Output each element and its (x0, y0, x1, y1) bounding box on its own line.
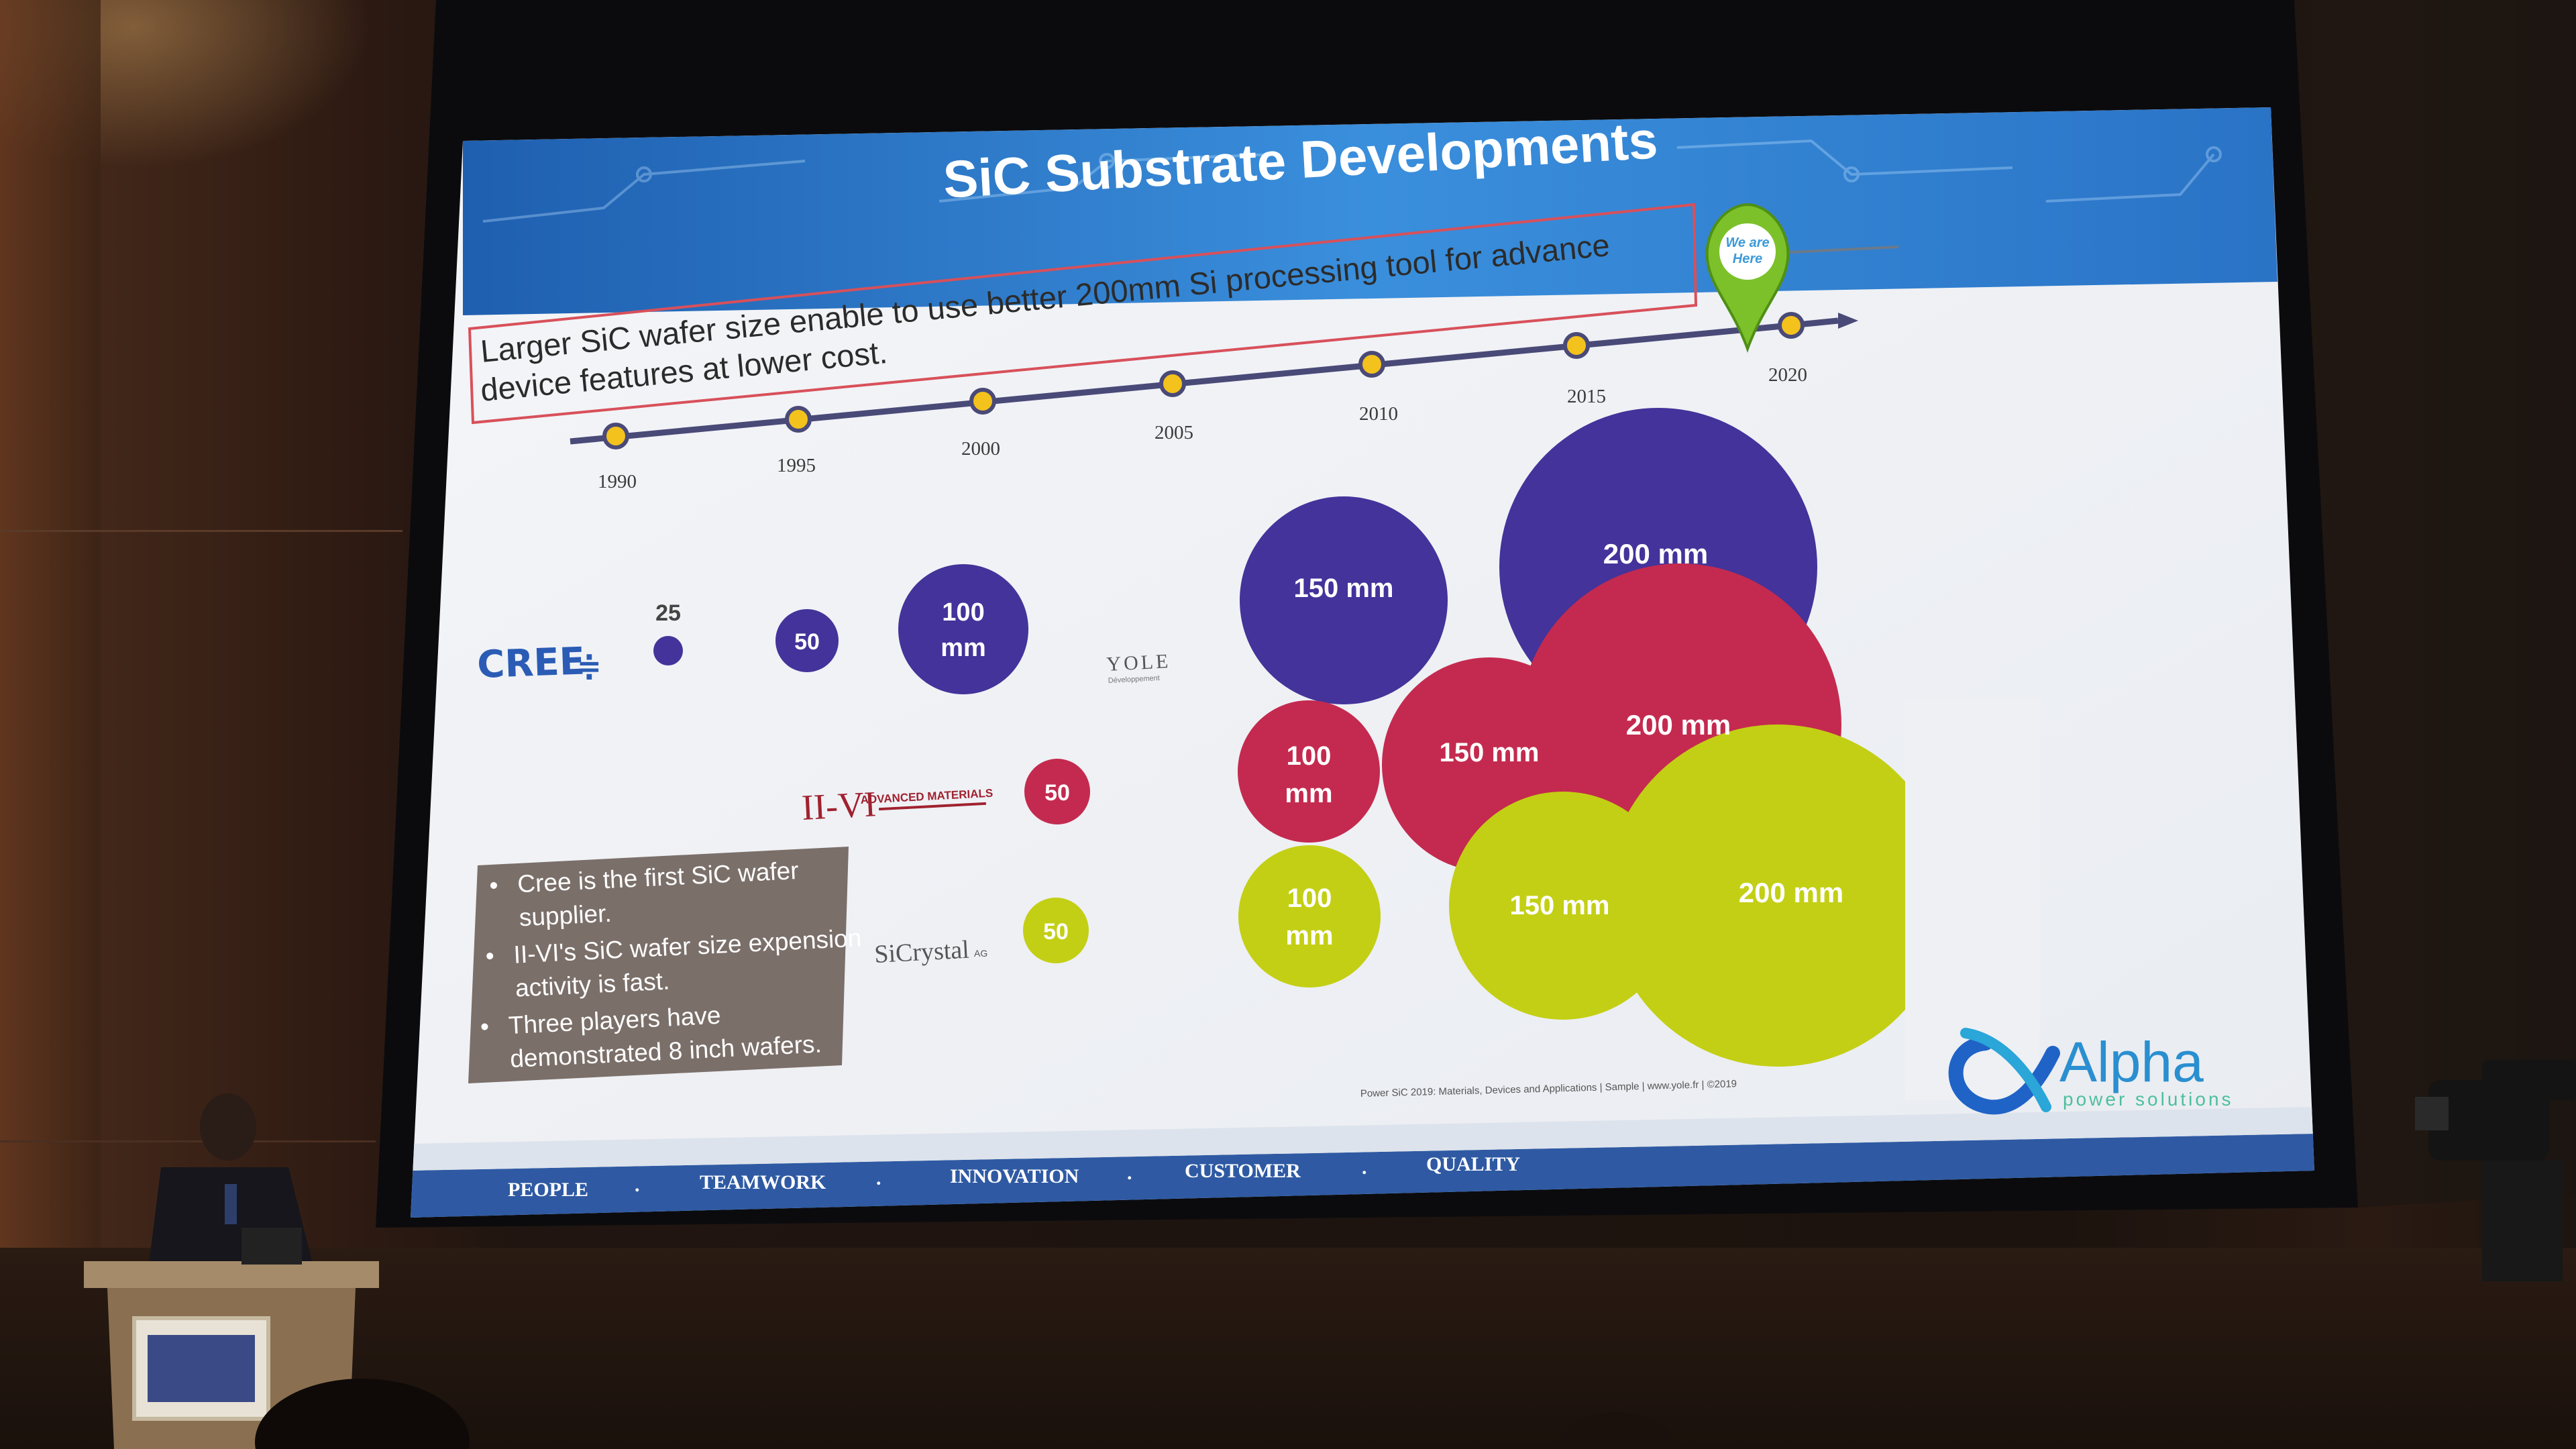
sicrystal-wafers (1023, 724, 1949, 1067)
callout-line-1: Larger SiC wafer size enable to use bett… (479, 227, 1611, 369)
svg-text:•: • (480, 1013, 490, 1041)
year-label: 2015 (1567, 386, 1606, 407)
wafer-label-cree-25: 25 (655, 600, 681, 626)
wafer-label-iivi-50: 50 (1044, 780, 1070, 806)
wafer-cree-25 (653, 636, 683, 665)
year-label: 2005 (1155, 422, 1193, 443)
bullet-line: II-VI's SiC wafer size expension (513, 924, 862, 968)
wafer-sic-50 (1023, 898, 1089, 963)
year-label: 1995 (777, 455, 816, 476)
notes-textbox (468, 847, 849, 1083)
timeline-dot-2015 (1563, 332, 1590, 359)
wall-trim (0, 530, 402, 532)
timeline-arrow (1838, 313, 1858, 329)
circuit-pattern (482, 139, 2222, 223)
bullet-item: • II-VI's SiC wafer size expension activ… (485, 924, 862, 1002)
wafer-cree-50 (775, 609, 839, 672)
wafer-label-iivi-100: 100 (1287, 741, 1332, 771)
sicrystal-logo: SiCrystal (873, 936, 969, 969)
wafer-sic-200 (1607, 724, 1949, 1067)
wafer-sic-100 (1238, 845, 1381, 987)
laptop (241, 1228, 302, 1265)
year-label: 2000 (961, 438, 1000, 460)
audience-head (1556, 1412, 1677, 1449)
brand-tagline: power solutions (2063, 1089, 2234, 1110)
footer-item-people: PEOPLE (508, 1179, 588, 1201)
source-citation: Power SiC 2019: Materials, Devices and A… (1360, 1078, 1737, 1099)
footer-item-teamwork: TEAMWORK (700, 1171, 826, 1193)
svg-text:•: • (485, 942, 495, 970)
alpha-logo-icon (1948, 1028, 2060, 1115)
wafer-label-iivi-100-unit: mm (1285, 779, 1332, 808)
wafer-iivi-100 (1238, 700, 1380, 843)
footer-item-customer: CUSTOMER (1185, 1160, 1301, 1182)
timeline-dot-1995 (785, 406, 812, 433)
footer-separator: . (876, 1167, 881, 1189)
iivi-logo-line (879, 802, 986, 811)
sicrystal-logo-subtitle: AG (974, 948, 987, 959)
iivi-logo: II-VI (800, 784, 877, 828)
video-camera (2415, 1060, 2576, 1281)
cree-logo-mark: ≑ (577, 649, 602, 684)
wall-trim-lower (0, 1140, 376, 1142)
wafer-label-iivi-200: 200 mm (1626, 709, 1731, 741)
wafer-label-sic-50: 50 (1043, 919, 1069, 945)
wall-panel (0, 0, 101, 1449)
footer-item-quality: QUALITY (1426, 1153, 1520, 1175)
bullet-item: • Cree is the first SiC wafer supplier. (488, 857, 799, 932)
bullet-line: supplier. (519, 900, 612, 932)
wafer-label-sic-200: 200 mm (1739, 877, 1843, 908)
wafer-cree-150 (1240, 496, 1448, 704)
timeline-dot-2005 (1159, 370, 1186, 397)
year-label: 1990 (598, 471, 637, 492)
timeline-dot-2000 (969, 388, 996, 415)
timeline-year-labels: 1990 1995 2000 2005 2010 2015 2020 (598, 364, 1807, 492)
bullet-item: • Three players have demonstrated 8 inch… (480, 1002, 822, 1073)
timeline-dots (602, 312, 1805, 449)
timeline-dot-2020 (1778, 312, 1805, 339)
wafer-label-cree-200: 200 mm (1603, 538, 1708, 570)
bullet-line: activity is fast. (515, 967, 670, 1002)
wafer-label-cree-150: 150 mm (1294, 574, 1394, 603)
wafer-label-iivi-150: 150 mm (1440, 738, 1540, 767)
slide-title: SiC Substrate Developments (942, 110, 1660, 209)
footer-separator: . (635, 1174, 640, 1196)
wafer-label-cree-100-unit: mm (941, 634, 986, 662)
wafer-cree-100 (898, 564, 1028, 694)
yole-logo-subtitle: Développement (1108, 674, 1161, 685)
year-label: 2020 (1768, 364, 1807, 386)
marker-text-here: Here (1733, 252, 1762, 266)
notes-bullets: • Cree is the first SiC wafer supplier. … (480, 857, 862, 1073)
marker-text-we-are: We are (1725, 235, 1769, 250)
brand-name: Alpha (2059, 1030, 2204, 1093)
yole-logo: YOLE (1106, 650, 1172, 676)
footer-item-innovation: INNOVATION (950, 1165, 1079, 1187)
bullet-line: Three players have (508, 1002, 721, 1039)
audience-head (255, 1379, 470, 1449)
bullet-line: Cree is the first SiC wafer (517, 857, 799, 898)
wafer-label-cree-100: 100 (942, 598, 984, 627)
wafer-label-sic-100: 100 (1287, 883, 1332, 913)
location-pin-icon (1705, 203, 1790, 353)
wafer-label-sic-150: 150 mm (1510, 891, 1610, 920)
slide-footer-band (411, 1134, 2314, 1218)
svg-text:•: • (488, 871, 498, 900)
wafer-iivi-50 (1024, 759, 1090, 824)
callout-box (468, 203, 1698, 425)
cree-logo: CREE (476, 639, 586, 687)
timeline-dot-1990 (602, 423, 629, 449)
iivi-logo-subtitle: ADVANCED MATERIALS (860, 787, 993, 806)
footer-separator: . (1127, 1162, 1132, 1184)
footer-values: PEOPLE . TEAMWORK . INNOVATION . CUSTOME… (508, 1153, 1520, 1201)
wafer-label-sic-100-unit: mm (1285, 921, 1333, 951)
year-label: 2010 (1359, 403, 1398, 425)
footer-separator: . (1362, 1157, 1367, 1179)
slide-header-band (463, 107, 2277, 315)
timeline-dot-2010 (1358, 351, 1385, 378)
wafer-label-cree-50: 50 (794, 629, 820, 655)
